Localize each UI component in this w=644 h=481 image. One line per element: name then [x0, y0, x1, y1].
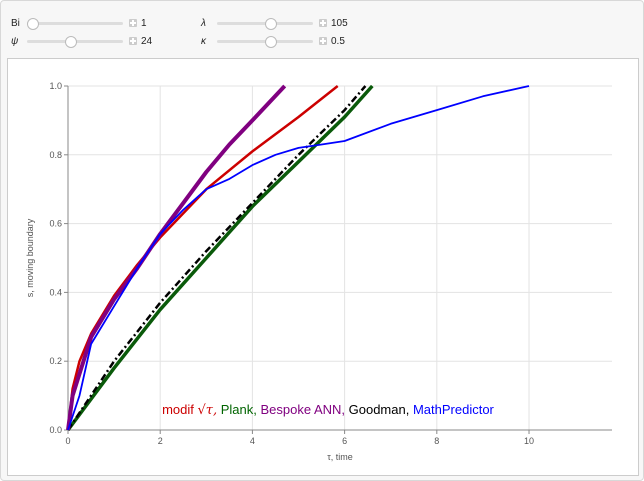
slider-value: 1 — [141, 17, 147, 29]
x-tick-label: 2 — [158, 436, 163, 446]
series-line-plank — [66, 84, 374, 432]
legend-entry: MathPredictor — [409, 402, 494, 417]
legend: modif √τ, Plank, Bespoke ANN, Goodman, M… — [162, 402, 494, 418]
slider-label: κ — [201, 35, 206, 47]
expand-plus-icon[interactable] — [319, 37, 327, 45]
slider-control-0: Bi 1 — [11, 16, 147, 30]
x-tick-label: 6 — [342, 436, 347, 446]
y-tick-label: 1.0 — [49, 81, 62, 91]
slider-thumb[interactable] — [264, 35, 277, 48]
legend-entry: Goodman, — [345, 402, 409, 417]
y-tick-label: 0.2 — [49, 356, 62, 366]
slider-track[interactable] — [26, 17, 123, 30]
slider-control-2: ψ 24 — [11, 34, 152, 48]
slider-label: ψ — [11, 35, 19, 47]
expand-plus-icon[interactable] — [129, 37, 137, 45]
expand-plus-icon[interactable] — [129, 19, 137, 27]
series-line-mathpredictor — [67, 85, 530, 431]
plot-area: 0 2 4 6 8 10 0.0 0.2 0.4 0.6 0.8 1.0 τ, time s, movin… — [7, 58, 639, 476]
expand-plus-icon[interactable] — [319, 19, 327, 27]
legend-entry: Plank, — [217, 402, 257, 417]
slider-track[interactable] — [27, 35, 123, 48]
slider-track[interactable] — [217, 17, 313, 30]
slider-label: Bi — [11, 17, 20, 29]
series-line-goodman — [66, 85, 367, 431]
x-tick-label: 0 — [65, 436, 70, 446]
x-tick-label: 10 — [524, 436, 534, 446]
slider-control-1: λ 105 — [201, 16, 348, 30]
x-axis-label: τ, time — [327, 452, 353, 462]
slider-value: 105 — [331, 17, 348, 29]
y-tick-label: 0.0 — [49, 425, 62, 435]
y-tick-label: 0.4 — [49, 287, 62, 297]
x-tick-label: 8 — [434, 436, 439, 446]
slider-label: λ — [201, 17, 206, 29]
slider-thumb[interactable] — [26, 17, 39, 30]
y-tick-label: 0.8 — [49, 150, 62, 160]
chart: 0 2 4 6 8 10 0.0 0.2 0.4 0.6 0.8 1.0 τ, time s, movin… — [25, 81, 612, 462]
legend-entry: modif — [162, 402, 197, 417]
x-tick-label: 4 — [250, 436, 255, 446]
slider-value: 0.5 — [331, 35, 345, 47]
y-axis-label: s, moving boundary — [25, 218, 35, 297]
slider-thumb[interactable] — [264, 17, 277, 30]
slider-thumb[interactable] — [65, 35, 78, 48]
slider-track[interactable] — [217, 35, 313, 48]
slider-control-3: κ 0.5 — [201, 34, 345, 48]
legend-entry-sqrt: √τ, — [198, 403, 218, 418]
slider-value: 24 — [141, 35, 153, 47]
legend-entry: Bespoke ANN, — [257, 402, 345, 417]
y-tick-label: 0.6 — [49, 219, 62, 229]
